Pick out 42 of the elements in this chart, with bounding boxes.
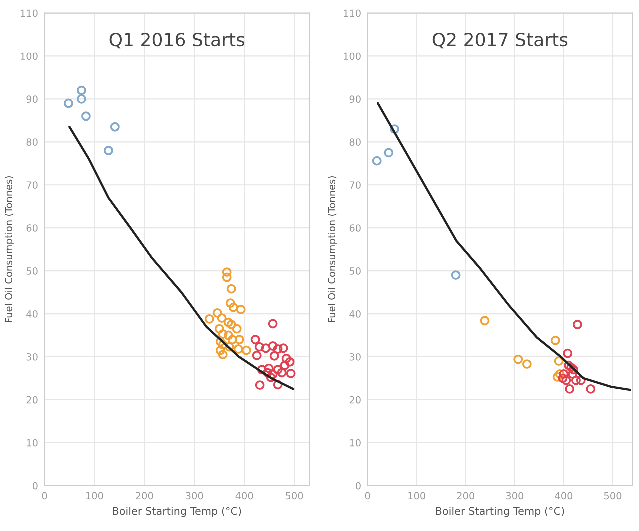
x-tick-label: 0 [365, 492, 370, 500]
y-tick-label: 70 [350, 182, 361, 189]
y-tick-label: 110 [20, 10, 38, 18]
x-axis-title: Boiler Starting Temp (°C) [113, 507, 242, 518]
x-tick-label: 300 [506, 492, 524, 500]
x-tick-label: 400 [555, 492, 573, 500]
y-tick-label: 30 [26, 353, 38, 361]
text: Q1 2016 Starts [110, 32, 245, 49]
x-axis-title: Boiler Starting Temp (°C) [436, 507, 564, 518]
y-tick-label: 60 [26, 224, 38, 232]
y-tick-label: 90 [26, 96, 38, 104]
x-tick-label: 500 [286, 492, 304, 500]
y-tick-label: 100 [344, 52, 361, 60]
y-axis-title: Fuel Oil Consumption (Tonnes) [4, 176, 14, 323]
y-tick-label: 110 [344, 10, 361, 18]
y-axis-title: Fuel Oil Consumption (Tonnes) [328, 176, 338, 323]
y-tick-label: 40 [350, 310, 361, 318]
y-tick-label: 0 [32, 482, 38, 490]
y-tick-label: 100 [20, 52, 38, 60]
x-tick-label: 100 [86, 492, 104, 500]
y-tick-label: 40 [26, 310, 38, 318]
x-tick-label: 100 [408, 492, 426, 500]
y-tick-label: 10 [350, 439, 361, 447]
x-tick-label: 0 [42, 492, 48, 500]
y-tick-label: 80 [26, 138, 38, 146]
x-tick-label: 200 [136, 492, 154, 500]
y-tick-label: 90 [350, 96, 361, 104]
y-tick-label: 60 [350, 224, 361, 232]
y-tick-label: 50 [350, 268, 361, 275]
y-tick-label: 80 [350, 138, 361, 146]
x-tick-label: 300 [186, 492, 204, 500]
y-tick-label: 50 [26, 268, 38, 275]
y-tick-label: 20 [26, 396, 38, 404]
y-tick-label: 0 [356, 482, 361, 490]
y-tick-label: 10 [27, 439, 38, 447]
x-tick-label: 400 [236, 492, 254, 500]
y-tick-label: 30 [350, 353, 361, 361]
x-tick-label: 500 [604, 492, 622, 500]
text: Q2 2017 Starts [432, 32, 568, 49]
y-tick-label: 20 [350, 396, 361, 404]
y-tick-label: 70 [26, 182, 38, 189]
x-tick-label: 200 [457, 492, 475, 500]
